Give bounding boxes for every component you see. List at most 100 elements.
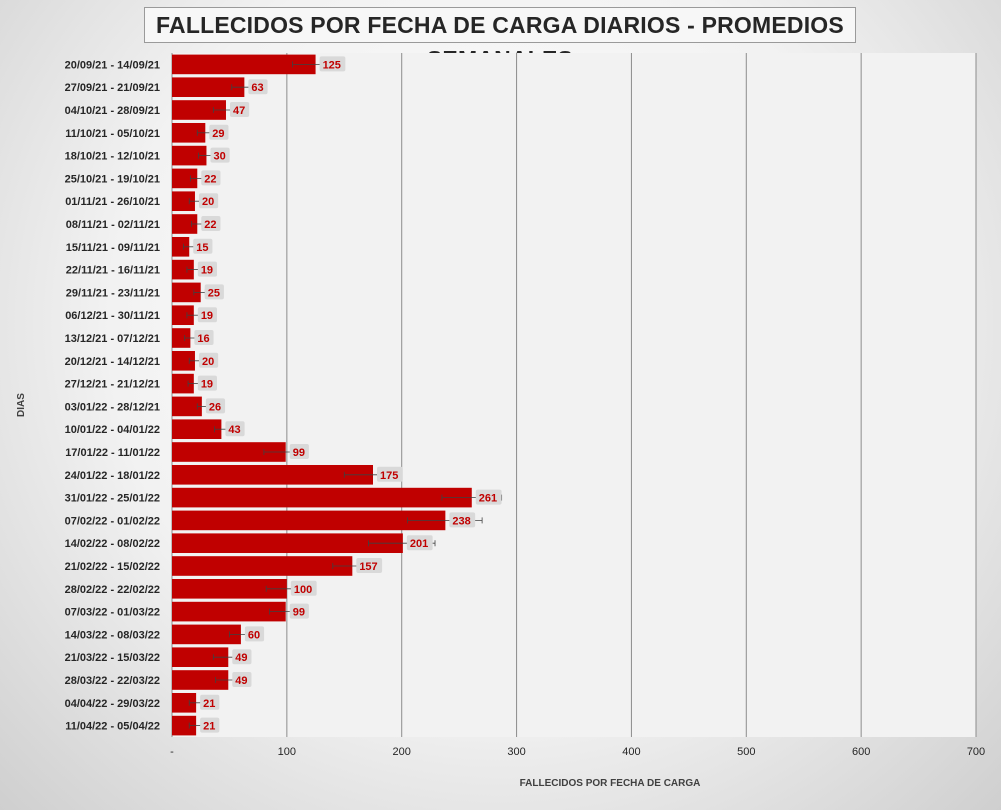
bar (172, 556, 353, 576)
category-label: 13/12/21 - 07/12/21 (65, 333, 160, 345)
data-label: 16 (194, 330, 214, 345)
x-tick-label: 400 (622, 746, 640, 758)
category-label: 14/02/22 - 08/02/22 (65, 538, 160, 550)
gridlines (171, 53, 977, 737)
x-tick-labels: - 100 200 300 400 500 600 700 (170, 746, 985, 758)
bar (172, 54, 316, 75)
data-label: 21 (200, 717, 220, 733)
data-label: 25 (204, 284, 224, 300)
svg-text:21: 21 (203, 721, 215, 733)
svg-text:15: 15 (196, 242, 208, 254)
bar (172, 442, 286, 462)
bar (172, 510, 446, 531)
x-axis-title: FALLECIDOS POR FECHA DE CARGA (520, 778, 701, 789)
category-label: 24/01/22 - 18/01/22 (65, 470, 160, 482)
category-label: 17/01/22 - 11/01/22 (65, 447, 160, 459)
svg-text:157: 157 (359, 561, 377, 573)
category-label: 04/10/21 - 28/09/21 (65, 105, 160, 117)
category-label: 20/09/21 - 14/09/21 (65, 59, 160, 71)
plot-area (172, 53, 976, 737)
data-label: 47 (229, 102, 250, 117)
category-label: 15/11/21 - 09/11/21 (66, 242, 160, 254)
data-label: 22 (201, 170, 221, 186)
x-tick-label: 100 (278, 746, 296, 758)
category-label: 21/02/22 - 15/02/22 (65, 561, 160, 573)
x-tick-label: - (170, 746, 174, 758)
bar (172, 464, 373, 485)
bar (172, 305, 194, 326)
svg-text:125: 125 (323, 59, 341, 71)
category-label: 22/11/21 - 16/11/21 (66, 265, 160, 277)
category-label: 10/01/22 - 04/01/22 (65, 424, 160, 436)
data-label: 49 (232, 649, 252, 665)
y-axis-title: DIAS (16, 393, 27, 417)
svg-text:99: 99 (293, 607, 305, 619)
bars (172, 54, 472, 736)
category-label: 06/12/21 - 30/11/21 (65, 310, 160, 322)
svg-text:63: 63 (251, 82, 263, 94)
bar (172, 282, 201, 303)
data-label: 99 (289, 444, 309, 459)
bar (172, 100, 226, 120)
svg-text:21: 21 (203, 698, 215, 710)
category-label: 18/10/21 - 12/10/21 (65, 151, 160, 163)
bar (172, 122, 206, 143)
x-tick-label: 500 (737, 746, 755, 758)
category-label: 14/03/22 - 08/03/22 (65, 629, 160, 641)
category-label: 28/02/22 - 22/02/22 (65, 584, 160, 596)
bar (172, 145, 207, 166)
svg-text:29: 29 (212, 128, 224, 140)
category-label: 11/10/21 - 05/10/21 (65, 128, 160, 140)
bar (172, 214, 198, 234)
bar (172, 533, 403, 554)
bar (172, 578, 287, 599)
category-label: 31/01/22 - 25/01/22 (65, 493, 160, 505)
bar (172, 236, 190, 257)
data-label: 20 (198, 352, 219, 368)
category-label: 25/10/21 - 19/10/21 (65, 173, 160, 185)
data-label: 15 (193, 238, 213, 254)
svg-text:43: 43 (228, 424, 240, 436)
data-label: 201 (406, 535, 433, 551)
x-tick-label: 300 (507, 746, 525, 758)
data-label: 157 (356, 558, 383, 573)
svg-text:99: 99 (293, 447, 305, 459)
svg-text:201: 201 (410, 538, 428, 550)
bar (172, 624, 241, 645)
data-label: 19 (197, 261, 218, 277)
data-label: 19 (197, 375, 218, 391)
svg-text:16: 16 (197, 333, 209, 345)
bar (172, 168, 198, 189)
data-label: 63 (248, 79, 268, 95)
category-label: 20/12/21 - 14/12/21 (65, 356, 160, 368)
data-label: 175 (377, 466, 403, 482)
x-tick-label: 200 (393, 746, 411, 758)
category-label: 28/03/22 - 22/03/22 (65, 675, 160, 687)
category-label: 07/03/22 - 01/03/22 (65, 607, 160, 619)
svg-text:19: 19 (201, 379, 213, 391)
data-label: 99 (289, 603, 309, 619)
data-label: 26 (205, 398, 226, 414)
svg-text:26: 26 (209, 401, 221, 413)
category-label: 03/01/22 - 28/12/21 (65, 401, 160, 413)
data-label: 43 (225, 421, 245, 437)
bar (172, 373, 194, 394)
category-label: 07/02/22 - 01/02/22 (65, 515, 160, 527)
bar (172, 647, 229, 668)
data-label: 125 (319, 56, 346, 72)
category-label: 01/11/21 - 26/10/21 (65, 196, 160, 208)
bar (172, 692, 197, 713)
data-label: 30 (210, 147, 230, 163)
data-label: 49 (232, 672, 252, 687)
bar (172, 670, 229, 690)
svg-text:175: 175 (380, 470, 398, 482)
category-label: 27/09/21 - 21/09/21 (65, 82, 160, 94)
svg-text:261: 261 (479, 493, 497, 505)
bar (172, 77, 245, 98)
bar (172, 191, 195, 212)
svg-text:22: 22 (204, 173, 216, 185)
bar (172, 259, 194, 280)
category-labels: 20/09/21 - 14/09/21 27/09/21 - 21/09/21 04… (65, 59, 160, 732)
data-label: 20 (198, 193, 219, 209)
bar (172, 396, 202, 417)
